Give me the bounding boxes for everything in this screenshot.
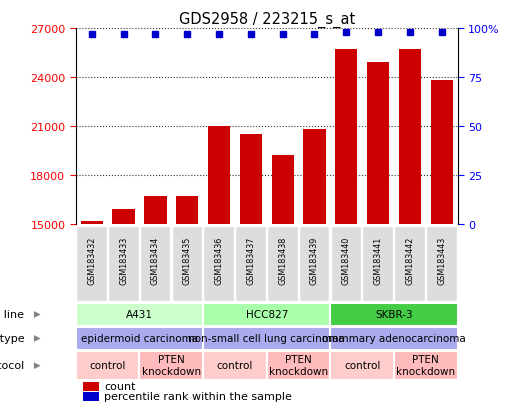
FancyBboxPatch shape xyxy=(394,351,458,380)
Bar xyxy=(84,382,99,391)
Text: cell line: cell line xyxy=(0,309,24,319)
Text: GSM183432: GSM183432 xyxy=(87,236,96,285)
FancyBboxPatch shape xyxy=(203,328,331,350)
FancyBboxPatch shape xyxy=(331,351,394,380)
FancyBboxPatch shape xyxy=(76,351,140,380)
Text: PTEN
knockdown: PTEN knockdown xyxy=(396,354,456,376)
Bar xyxy=(303,130,326,225)
Bar xyxy=(176,197,198,225)
FancyBboxPatch shape xyxy=(203,226,234,301)
Text: GSM183439: GSM183439 xyxy=(310,236,319,285)
FancyBboxPatch shape xyxy=(140,226,170,301)
Text: non-small cell lung carcinoma: non-small cell lung carcinoma xyxy=(188,333,345,343)
FancyBboxPatch shape xyxy=(172,226,202,301)
Bar xyxy=(430,81,453,225)
FancyBboxPatch shape xyxy=(108,226,139,301)
Text: A431: A431 xyxy=(126,309,153,319)
Text: control: control xyxy=(344,360,380,370)
FancyBboxPatch shape xyxy=(426,226,457,301)
Text: HCC827: HCC827 xyxy=(245,309,288,319)
Text: SKBR-3: SKBR-3 xyxy=(375,309,413,319)
Text: GSM183440: GSM183440 xyxy=(342,237,351,285)
Text: protocol: protocol xyxy=(0,360,24,370)
Text: GSM183442: GSM183442 xyxy=(405,236,414,285)
FancyBboxPatch shape xyxy=(140,351,203,380)
FancyBboxPatch shape xyxy=(267,226,298,301)
FancyBboxPatch shape xyxy=(394,226,425,301)
Bar xyxy=(335,50,357,225)
FancyBboxPatch shape xyxy=(331,328,458,350)
FancyBboxPatch shape xyxy=(362,226,393,301)
Text: GSM183443: GSM183443 xyxy=(437,237,446,285)
Text: PTEN
knockdown: PTEN knockdown xyxy=(269,354,328,376)
FancyBboxPatch shape xyxy=(76,328,203,350)
Bar xyxy=(208,127,230,225)
Bar xyxy=(112,210,135,225)
Text: GSM183437: GSM183437 xyxy=(246,236,255,285)
FancyBboxPatch shape xyxy=(203,351,267,380)
Bar xyxy=(367,63,389,225)
FancyBboxPatch shape xyxy=(203,304,331,326)
FancyBboxPatch shape xyxy=(76,226,107,301)
Text: epidermoid carcinoma: epidermoid carcinoma xyxy=(81,333,198,343)
Bar xyxy=(240,135,262,225)
Text: cell type: cell type xyxy=(0,333,24,343)
Bar xyxy=(144,197,166,225)
Bar xyxy=(271,156,294,225)
FancyBboxPatch shape xyxy=(76,304,203,326)
Text: mammary adenocarcinoma: mammary adenocarcinoma xyxy=(322,333,466,343)
Text: GSM183434: GSM183434 xyxy=(151,237,160,285)
Text: control: control xyxy=(217,360,253,370)
Bar xyxy=(81,221,103,225)
FancyBboxPatch shape xyxy=(267,351,331,380)
Text: GSM183435: GSM183435 xyxy=(183,236,192,285)
Text: GSM183438: GSM183438 xyxy=(278,237,287,285)
Text: percentile rank within the sample: percentile rank within the sample xyxy=(105,391,292,401)
Text: GSM183436: GSM183436 xyxy=(214,237,223,285)
FancyBboxPatch shape xyxy=(235,226,266,301)
FancyBboxPatch shape xyxy=(331,226,361,301)
Bar xyxy=(84,392,99,401)
Text: PTEN
knockdown: PTEN knockdown xyxy=(142,354,201,376)
FancyBboxPatch shape xyxy=(331,304,458,326)
Text: count: count xyxy=(105,381,136,391)
Text: GSM183433: GSM183433 xyxy=(119,237,128,285)
Bar xyxy=(399,50,421,225)
FancyBboxPatch shape xyxy=(299,226,329,301)
Title: GDS2958 / 223215_s_at: GDS2958 / 223215_s_at xyxy=(179,12,355,28)
Text: control: control xyxy=(89,360,126,370)
Text: GSM183441: GSM183441 xyxy=(373,237,383,285)
